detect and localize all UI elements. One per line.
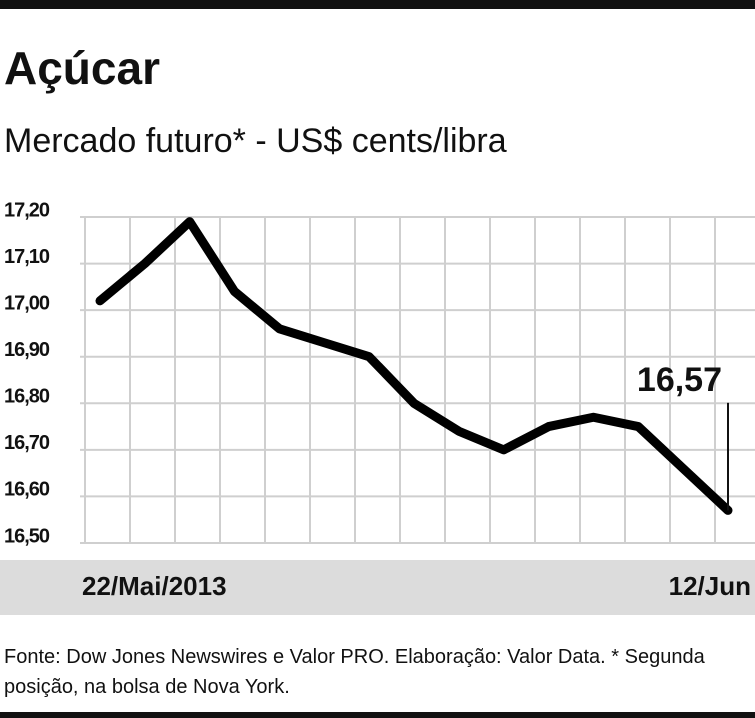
y-tick-label: 16,80 bbox=[4, 386, 50, 408]
top-rule bbox=[0, 0, 755, 9]
data-line bbox=[95, 217, 733, 515]
y-tick-label: 16,50 bbox=[4, 525, 50, 547]
x-tick-label: 12/Jun bbox=[669, 571, 751, 601]
chart-subtitle: Mercado futuro* - US$ cents/libra bbox=[4, 122, 507, 160]
y-tick-label: 17,00 bbox=[4, 292, 50, 314]
y-tick-label: 16,70 bbox=[4, 432, 50, 454]
source-note: Fonte: Dow Jones Newswires e Valor PRO. … bbox=[4, 646, 705, 698]
y-tick-label: 16,90 bbox=[4, 339, 50, 361]
y-tick-label: 16,60 bbox=[4, 479, 50, 501]
y-tick-label: 17,10 bbox=[4, 246, 50, 268]
bottom-rule bbox=[0, 712, 755, 718]
chart-title: Açúcar bbox=[4, 42, 160, 94]
chart: Açúcar Mercado futuro* - US$ cents/libra… bbox=[0, 0, 755, 615]
x-tick-label: 22/Mai/2013 bbox=[82, 571, 227, 601]
date-band bbox=[0, 560, 755, 615]
y-tick-label: 17,20 bbox=[4, 199, 50, 221]
value-label: 16,57 bbox=[637, 361, 722, 399]
